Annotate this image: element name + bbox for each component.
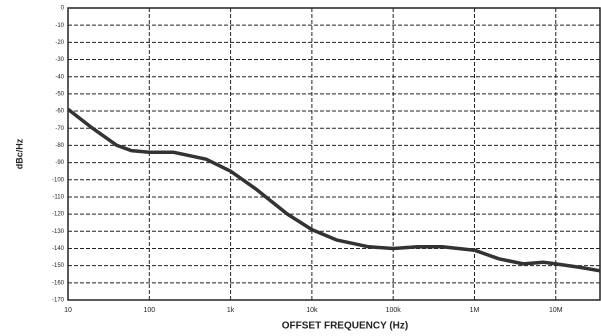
y-tick-label: -30 <box>55 57 64 63</box>
y-tick-label: -120 <box>52 212 65 218</box>
y-tick-label: -100 <box>52 177 65 183</box>
y-tick-label: -60 <box>55 109 64 115</box>
y-tick-label: -110 <box>52 195 64 201</box>
y-tick-label: -150 <box>52 263 65 269</box>
y-tick-label: -10 <box>55 23 64 29</box>
y-tick-label: 0 <box>61 6 65 12</box>
y-tick-label: -170 <box>52 298 65 304</box>
noise-curve <box>66 107 601 273</box>
y-tick-label: -20 <box>55 40 64 46</box>
x-tick-label: 100k <box>386 307 402 314</box>
x-tick-label: 10k <box>306 307 318 314</box>
y-tick-label: -50 <box>55 91 64 97</box>
y-tick-label: -70 <box>55 126 64 132</box>
y-tick-label: -80 <box>55 143 64 149</box>
x-tick-label: 100 <box>143 307 155 314</box>
y-tick-label: -160 <box>52 280 65 286</box>
y-tick-label: -90 <box>55 160 64 166</box>
y-axis-label: dBc/Hz <box>14 138 24 169</box>
plot-frame <box>67 7 601 301</box>
x-tick-label: 1M <box>470 307 480 314</box>
x-axis-label: OFFSET FREQUENCY (Hz) <box>282 321 408 332</box>
y-tick-label: -40 <box>55 74 64 80</box>
y-tick-label: -130 <box>52 229 65 235</box>
x-tick-label: 10M <box>549 307 563 314</box>
y-tick-label: -140 <box>52 246 65 252</box>
x-tick-label: 1k <box>227 307 235 314</box>
x-tick-label: 10 <box>64 307 72 314</box>
